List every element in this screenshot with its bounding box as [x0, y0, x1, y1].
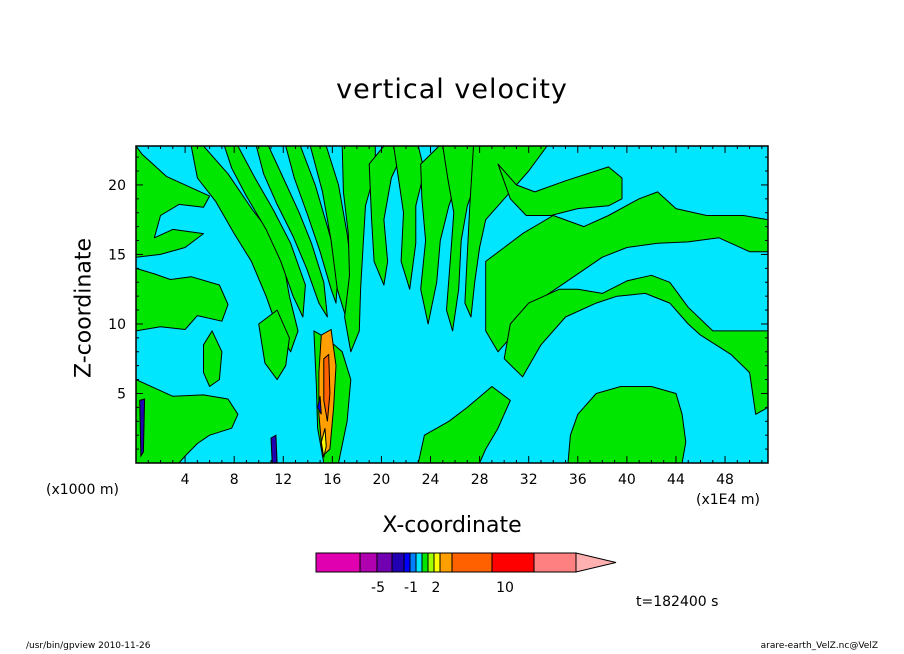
- positive-region-5: [255, 146, 328, 318]
- colorbar-swatch: [433, 552, 441, 573]
- colorbar-swatch: [491, 552, 535, 573]
- x-tick-label: 4: [181, 472, 190, 488]
- colorbar-swatch: [409, 552, 417, 573]
- positive-region-3: [190, 146, 299, 353]
- positive-region-1: [136, 267, 229, 332]
- x-axis-label-text: X-coordinate: [382, 513, 522, 538]
- colorbar-swatch: [439, 552, 453, 573]
- colorbar-arrow: [575, 552, 617, 573]
- positive-region-4: [223, 146, 306, 318]
- x-tick-label: 40: [618, 472, 636, 488]
- positive-region-0: [136, 146, 211, 258]
- downdraft-spot: [317, 396, 322, 415]
- y-tick-label: 20: [108, 178, 126, 194]
- positive-region-11: [420, 146, 468, 325]
- x-axis: 4 8 12 16 20 24 28 32 36 40 44 48: [147, 146, 763, 488]
- colorbar-swatch: [359, 552, 378, 573]
- positive-region-14: [497, 163, 623, 216]
- positive-region-10: [393, 146, 425, 290]
- footer-left: /usr/bin/gpview 2010-11-26: [26, 641, 151, 651]
- colorbar-swatch: [427, 552, 435, 573]
- positive-region-21: [203, 330, 223, 387]
- colorbar-swatch: [451, 552, 493, 573]
- y-tick-label: 5: [117, 386, 126, 402]
- colorbar-swatch: [533, 552, 577, 573]
- positive-region-2: [136, 379, 239, 463]
- x-tick-label: 16: [323, 472, 341, 488]
- colorbar-swatch: [403, 552, 411, 573]
- colorbar-swatch: [415, 552, 423, 573]
- colorbar-label: 2: [432, 580, 441, 596]
- y-axis: 5 10 15 20: [108, 156, 768, 450]
- updraft-core-peak: [320, 428, 327, 458]
- x-tick-label: 20: [373, 472, 391, 488]
- colorbar-swatch: [315, 552, 361, 573]
- x-tick-label: 8: [230, 472, 239, 488]
- x-tick-label: 36: [569, 472, 587, 488]
- x-tick-label: 12: [274, 472, 292, 488]
- colorbar-label: -1: [404, 580, 418, 596]
- footer-right: arare-earth_VelZ.nc@VelZ: [760, 641, 878, 651]
- updraft-core-1: [323, 353, 331, 422]
- x-tick-label: 48: [716, 472, 734, 488]
- colorbar-swatch: [391, 552, 405, 573]
- velocity-field: [136, 146, 768, 463]
- colorbar-label: -5: [371, 580, 385, 596]
- time-label: t=182400 s: [636, 594, 719, 610]
- y-tick-label: 10: [108, 317, 126, 333]
- x-axis-label: X-coordinate: [0, 513, 904, 538]
- colorbar-swatch: [421, 552, 429, 573]
- plot-frame: [135, 145, 769, 464]
- x-scale-label: (x1E4 m): [696, 492, 760, 508]
- downdraft-feature-0: [139, 398, 146, 458]
- positive-region-6: [285, 146, 339, 304]
- x-unit-label: (x1000 m): [46, 482, 119, 498]
- chart-title: vertical velocity: [336, 74, 568, 105]
- positive-region-20: [258, 309, 290, 381]
- y-tick-label: 15: [108, 247, 126, 263]
- x-tick-label: 24: [422, 472, 440, 488]
- positive-region-17: [567, 386, 687, 463]
- colorbar-swatch: [376, 552, 393, 573]
- positive-region-13: [464, 146, 548, 318]
- positive-region-18: [417, 386, 511, 463]
- positive-region-9: [368, 146, 407, 286]
- colorbar-label: 10: [496, 580, 514, 596]
- downdraft-feature-1: [270, 434, 278, 463]
- x-tick-label: 32: [520, 472, 538, 488]
- colorbar: -5 -1 2 10: [315, 552, 617, 596]
- x-tick-label: 44: [667, 472, 685, 488]
- y-axis-label: Z-coordinate: [71, 238, 97, 378]
- positive-region-16: [503, 274, 768, 415]
- x-tick-label: 28: [471, 472, 489, 488]
